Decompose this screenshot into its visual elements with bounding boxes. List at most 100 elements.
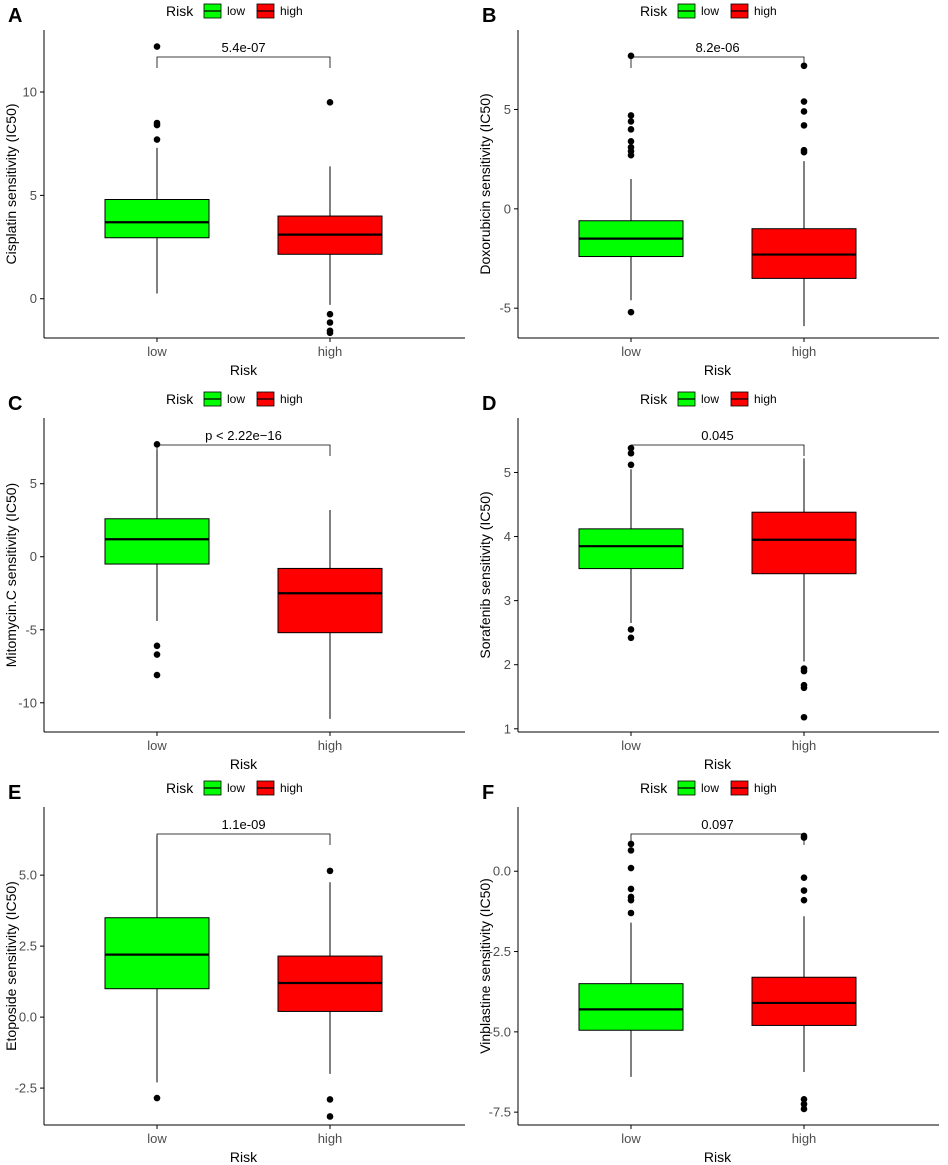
outlier-point	[153, 642, 161, 650]
outlier-point	[153, 136, 161, 143]
box-low	[578, 840, 684, 1077]
y-tick-label: -2.5	[15, 1081, 37, 1096]
legend-key-low	[203, 391, 222, 407]
outlier-point	[153, 1094, 161, 1102]
y-tick-label: 3	[504, 593, 511, 608]
legend-label-high: high	[754, 781, 777, 795]
panel-letter-c: C	[8, 393, 22, 415]
x-axis-label: Risk	[230, 362, 258, 378]
legend-key-high	[256, 391, 275, 407]
outlier-point	[153, 651, 161, 658]
legend-d: Risk low high	[640, 391, 777, 407]
legend-title: Risk	[640, 391, 668, 407]
box-iqr-low	[578, 528, 684, 570]
legend-key-low	[677, 391, 696, 407]
x-tick-label: high	[318, 738, 343, 753]
x-axis-label: Risk	[704, 1149, 732, 1165]
y-tick-label: -7.5	[489, 1105, 511, 1120]
outlier-point	[800, 1096, 808, 1103]
p-value-label: 1.1e-09	[221, 817, 265, 832]
chart-svg-e: E Risk low high -2.5 0.0 2.5 5.0 low high Risk Etop…	[3, 780, 465, 1165]
bracket-line	[156, 444, 331, 456]
y-tick-label: 2	[504, 657, 511, 672]
box-high	[277, 867, 383, 1120]
box-high	[751, 458, 857, 721]
y-tick-label: 4	[504, 529, 511, 544]
panel-e: E Risk low high -2.5 0.0 2.5 5.0 low high Risk Etop…	[0, 777, 474, 1165]
x-tick-label: high	[792, 344, 817, 359]
panel-b: B Risk low high -5 0 5 low high Risk Doxorubicin s…	[474, 0, 948, 388]
y-axis-label: Mitomycin.C sensitivity (IC50)	[3, 483, 19, 667]
outlier-point	[627, 896, 635, 904]
significance-bracket-a: 5.4e-07	[156, 40, 331, 68]
panel-f: F Risk low high -7.5 -5.0 -2.5 0.0 low high Risk Vi…	[474, 777, 948, 1165]
y-tick-label: 0.0	[19, 1010, 37, 1025]
bracket-line	[630, 444, 805, 456]
outlier-point	[153, 119, 161, 127]
outlier-point	[627, 52, 635, 60]
outlier-point	[326, 1096, 334, 1103]
outlier-point	[627, 626, 635, 633]
outlier-point	[800, 1105, 808, 1113]
outlier-point	[326, 329, 334, 337]
legend-label-low: low	[701, 781, 719, 795]
panel-letter-b: B	[482, 5, 496, 27]
x-axis-label: Risk	[704, 362, 732, 378]
x-axis-label: Risk	[704, 756, 732, 772]
y-axis-label: Cisplatin sensitivity (IC50)	[3, 103, 19, 264]
outlier-point	[627, 137, 635, 145]
outlier-point	[627, 126, 635, 133]
panel-letter-a: A	[8, 5, 22, 27]
y-axis-label: Doxorubicin sensitivity (IC50)	[477, 93, 493, 274]
box-iqr-high	[751, 511, 857, 575]
panel-d: D Risk low high 1 2 3 4 5 low high Risk Sorafenib se…	[474, 388, 948, 776]
outlier-point	[627, 847, 635, 854]
y-tick-label: 5	[30, 476, 37, 491]
y-tick-label: 5	[30, 188, 37, 203]
box-high	[751, 62, 857, 327]
p-value-label: p < 2.22e−16	[205, 428, 282, 443]
y-tick-label: -5	[499, 301, 511, 316]
outlier-point	[627, 461, 635, 469]
significance-bracket-c: p < 2.22e−16	[156, 428, 331, 456]
significance-bracket-f: 0.097	[630, 817, 805, 845]
legend-label-high: high	[754, 4, 777, 18]
y-tick-label: 10	[23, 85, 37, 100]
box-iqr-low	[104, 917, 210, 990]
y-tick-label: 2.5	[19, 939, 37, 954]
outlier-point	[627, 308, 635, 316]
outlier-point	[800, 108, 808, 115]
p-value-label: 0.045	[701, 428, 734, 443]
legend-a: Risk low high	[166, 3, 303, 19]
x-tick-label: low	[147, 344, 167, 359]
panel-c: C Risk low high -10 -5 0 5 low high Risk Mitomycin.…	[0, 388, 474, 776]
outlier-point	[153, 671, 161, 679]
p-value-label: 8.2e-06	[695, 40, 739, 55]
box-low	[104, 43, 210, 294]
outlier-point	[800, 122, 808, 129]
box-iqr-high	[277, 567, 383, 634]
legend-label-high: high	[280, 781, 303, 795]
legend-b: Risk low high	[640, 3, 777, 19]
box-high	[277, 99, 383, 337]
outlier-point	[627, 112, 635, 119]
outlier-point	[627, 151, 635, 159]
legend-key-low	[677, 780, 696, 796]
box-iqr-low	[104, 199, 210, 239]
panel-a: A Risk low high 0 5 10 low high Risk Cisplatin sen…	[0, 0, 474, 388]
chart-svg-f: F Risk low high -7.5 -5.0 -2.5 0.0 low high Risk Vi…	[477, 780, 939, 1165]
outlier-point	[326, 99, 334, 106]
p-value-label: 5.4e-07	[221, 40, 265, 55]
outlier-point	[627, 864, 635, 872]
legend-title: Risk	[640, 780, 668, 796]
x-tick-label: low	[147, 1131, 167, 1146]
bracket-line	[630, 56, 805, 68]
box-low	[578, 444, 684, 642]
y-tick-label: -2.5	[489, 944, 511, 959]
legend-label-high: high	[280, 4, 303, 18]
panel-letter-f: F	[482, 782, 494, 804]
outlier-point	[800, 1100, 808, 1108]
outlier-point	[627, 909, 635, 917]
legend-title: Risk	[166, 391, 194, 407]
chart-svg-d: D Risk low high 1 2 3 4 5 low high Risk Sorafenib se…	[477, 391, 939, 772]
